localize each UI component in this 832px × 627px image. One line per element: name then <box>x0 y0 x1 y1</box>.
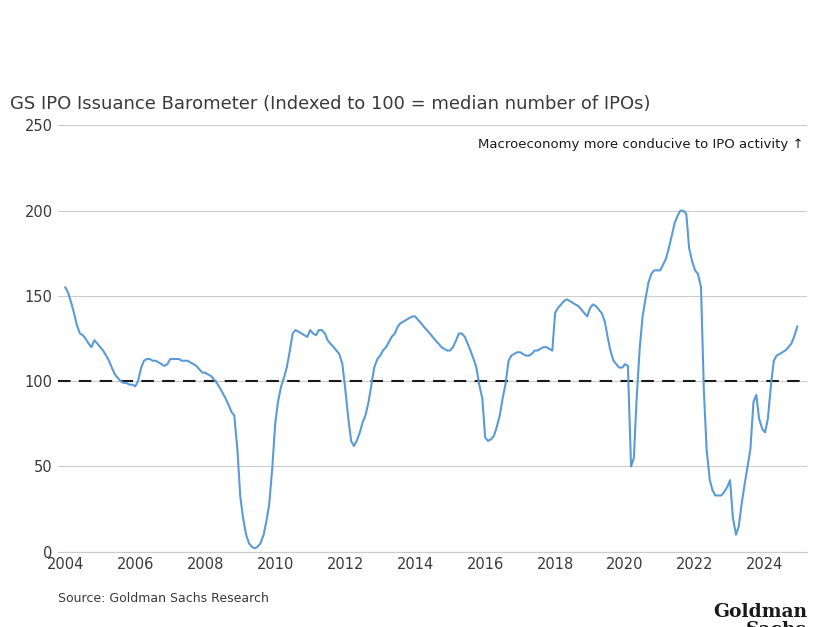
Text: GS IPO Issuance Barometer (Indexed to 100 = median number of IPOs): GS IPO Issuance Barometer (Indexed to 10… <box>10 95 650 113</box>
Text: Sachs: Sachs <box>746 621 807 627</box>
Text: Macroeconomy more conducive to IPO activity ↑: Macroeconomy more conducive to IPO activ… <box>478 138 803 151</box>
Text: Goldman: Goldman <box>713 603 807 621</box>
Text: Source: Goldman Sachs Research: Source: Goldman Sachs Research <box>58 592 269 605</box>
